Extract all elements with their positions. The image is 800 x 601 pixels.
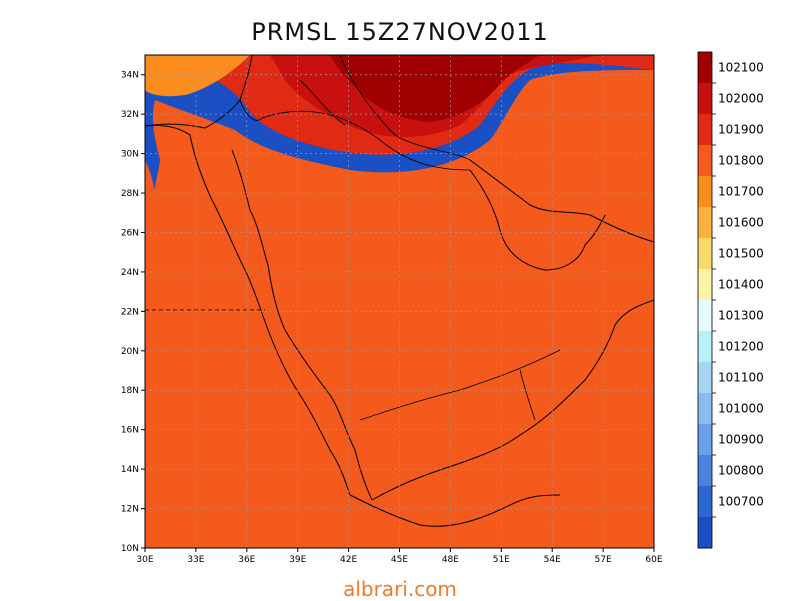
tick-label-lat-10N: 10N bbox=[121, 544, 139, 554]
tick-label-lon-48E: 48E bbox=[442, 555, 459, 565]
tick-label-lat-20N: 20N bbox=[121, 347, 139, 357]
colorbar-swatch-2 bbox=[698, 114, 712, 146]
pressure-field bbox=[145, 55, 654, 548]
colorbar-swatch-11 bbox=[698, 393, 712, 425]
colorbar-swatch-12 bbox=[698, 424, 712, 456]
tick-label-lat-14N: 14N bbox=[121, 465, 139, 475]
red-sea-east-coast bbox=[231, 149, 373, 501]
persian-gulf-coast bbox=[469, 169, 606, 271]
colorbar: 102100 102000 101900 101800 101700 101600 1015… bbox=[697, 51, 764, 549]
tick-label-lon-57E: 57E bbox=[595, 555, 612, 565]
colorbar-swatch-3 bbox=[698, 145, 712, 177]
colorbar-swatch-15 bbox=[698, 517, 712, 549]
colorbar-swatch-4 bbox=[698, 176, 712, 208]
level-102200-fill bbox=[330, 55, 540, 122]
colorbar-label-100800: 100800 bbox=[718, 464, 764, 478]
tick-label-lon-42E: 42E bbox=[340, 555, 357, 565]
tick-label-lat-30N: 30N bbox=[121, 150, 139, 160]
colorbar-label-101400: 101400 bbox=[718, 278, 764, 292]
top-left-fill bbox=[145, 55, 250, 97]
tick-label-lon-60E: 60E bbox=[645, 555, 662, 565]
colorbar-label-101800: 101800 bbox=[718, 154, 764, 168]
colorbar-swatch-13 bbox=[698, 455, 712, 487]
colorbar-label-102000: 102000 bbox=[718, 92, 764, 106]
arabian-sea-coast bbox=[371, 299, 654, 501]
border-iran-iraq bbox=[339, 55, 471, 161]
tick-label-lat-32N: 32N bbox=[121, 110, 139, 120]
gulf-of-aden-africa bbox=[349, 494, 561, 527]
tick-label-lon-51E: 51E bbox=[493, 555, 510, 565]
tick-label-lat-28N: 28N bbox=[121, 189, 139, 199]
colorbar-label-100700: 100700 bbox=[718, 495, 764, 509]
colorbar-label-101200: 101200 bbox=[718, 340, 764, 354]
tick-label-lat-18N: 18N bbox=[121, 386, 139, 396]
colorbar-swatch-0 bbox=[698, 52, 712, 84]
colorbar-swatch-8 bbox=[698, 300, 712, 332]
coastlines bbox=[145, 55, 654, 527]
colorbar-swatch-1 bbox=[698, 83, 712, 115]
latitude-axis: 10N 12N 14N 16N 18N 20N 22N 24N 26N 28N 30N 32N 34N bbox=[121, 71, 145, 554]
tick-label-lat-26N: 26N bbox=[121, 228, 139, 238]
colorbar-swatch-9 bbox=[698, 331, 712, 363]
tick-label-lon-54E: 54E bbox=[544, 555, 561, 565]
longitude-axis: 30E 33E 36E 39E 42E 45E 48E 51E 54E 57E 60E bbox=[136, 548, 663, 565]
colorbar-label-101900: 101900 bbox=[718, 123, 764, 137]
colorbar-swatch-10 bbox=[698, 362, 712, 394]
border-saudi-iraq bbox=[261, 110, 471, 171]
colorbar-label-101000: 101000 bbox=[718, 402, 764, 416]
map-title: PRMSL 15Z27NOV2011 bbox=[251, 18, 549, 46]
tick-label-lon-39E: 39E bbox=[289, 555, 306, 565]
border-saudi-jordan bbox=[239, 99, 263, 121]
colorbar-swatch-6 bbox=[698, 238, 712, 270]
iran-coast bbox=[469, 159, 654, 243]
colorbar-swatch-7 bbox=[698, 269, 712, 301]
graticule bbox=[145, 55, 654, 548]
colorbar-label-101500: 101500 bbox=[718, 247, 764, 261]
watermark: albrari.com bbox=[343, 577, 457, 601]
colorbar-label-101300: 101300 bbox=[718, 309, 764, 323]
tick-label-lat-12N: 12N bbox=[121, 505, 139, 515]
tick-label-lon-45E: 45E bbox=[391, 555, 408, 565]
tick-label-lat-16N: 16N bbox=[121, 426, 139, 436]
tick-label-lon-36E: 36E bbox=[238, 555, 255, 565]
colorbar-swatch-5 bbox=[698, 207, 712, 239]
colorbar-swatch-14 bbox=[698, 486, 712, 518]
tick-label-lon-33E: 33E bbox=[187, 555, 204, 565]
tick-label-lat-24N: 24N bbox=[121, 268, 139, 278]
red-sea-west-coast bbox=[145, 125, 351, 496]
mediterranean-coast bbox=[145, 55, 253, 129]
tick-label-lat-22N: 22N bbox=[121, 307, 139, 317]
colorbar-label-101100: 101100 bbox=[718, 371, 764, 385]
colorbar-label-101600: 101600 bbox=[718, 216, 764, 230]
colorbar-label-100900: 100900 bbox=[718, 433, 764, 447]
border-saudi-oman bbox=[519, 369, 536, 421]
colorbar-label-101700: 101700 bbox=[718, 185, 764, 199]
tick-label-lon-30E: 30E bbox=[136, 555, 153, 565]
colorbar-label-102100: 102100 bbox=[718, 61, 764, 75]
border-iraq-syria bbox=[299, 79, 346, 126]
tick-label-lat-34N: 34N bbox=[121, 71, 139, 81]
level-101900-fill bbox=[145, 70, 654, 548]
west-edge-fill bbox=[145, 160, 156, 240]
